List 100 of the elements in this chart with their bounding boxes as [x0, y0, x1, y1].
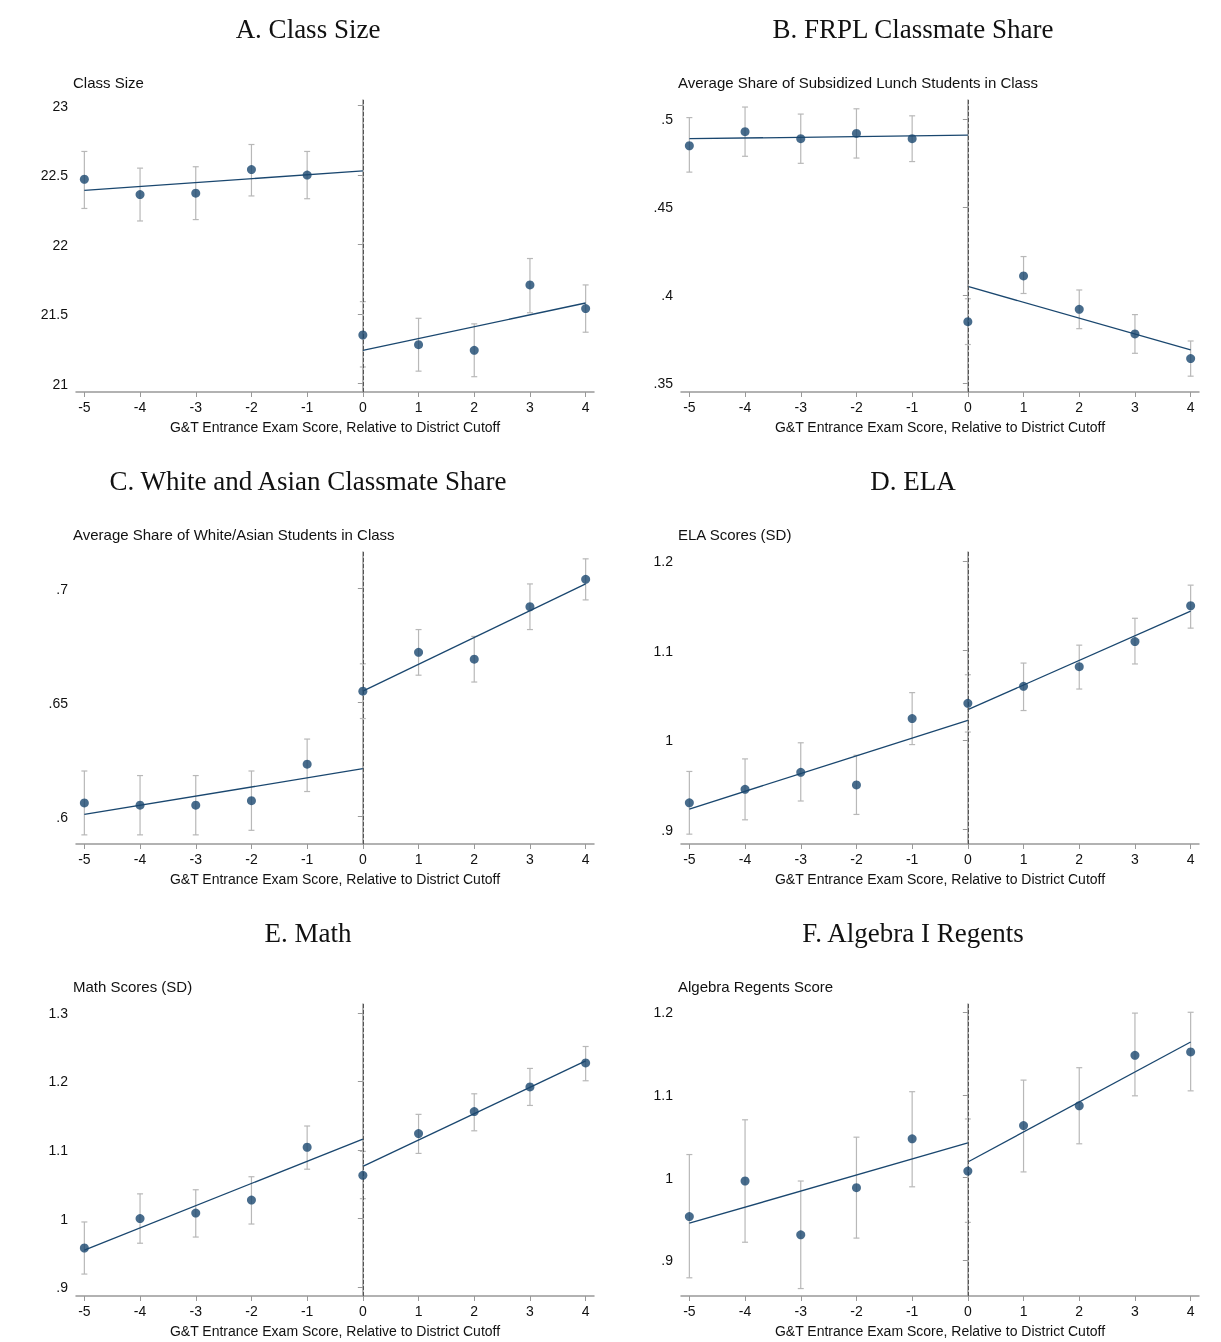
x-tick-label: -5: [683, 851, 696, 867]
point: [740, 127, 750, 137]
point: [525, 280, 535, 290]
point: [1074, 1101, 1084, 1111]
point: [79, 798, 89, 808]
x-tick-label: -3: [794, 1303, 808, 1319]
x-tick-label: 0: [963, 1303, 972, 1319]
y-tick-label: 1: [665, 732, 674, 749]
x-tick-label: 0: [358, 399, 367, 415]
x-tick-label: 4: [1186, 1303, 1195, 1319]
point: [414, 340, 424, 350]
point: [963, 1166, 973, 1176]
point: [796, 1230, 806, 1240]
point: [1074, 304, 1084, 314]
point: [1019, 681, 1029, 691]
point: [796, 134, 806, 144]
x-tick-label: 3: [1131, 399, 1140, 415]
point: [246, 796, 256, 806]
x-tick-label: -1: [300, 1303, 314, 1319]
point: [1130, 329, 1140, 339]
x-tick-label: 2: [470, 399, 479, 415]
x-tick-label: -2: [245, 399, 258, 415]
x-tick-label: 1: [414, 1303, 423, 1319]
y-tick-label: .9: [661, 1252, 674, 1269]
y-tick-label: 21: [52, 375, 69, 392]
x-tick-label: 4: [1186, 399, 1195, 415]
x-tick-label: -3: [794, 399, 808, 415]
point: [358, 330, 368, 340]
x-tick-label: -1: [300, 399, 314, 415]
y-tick-label: .5: [661, 111, 674, 128]
point: [358, 1170, 368, 1180]
y-tick-label: 22.5: [40, 167, 69, 184]
point: [907, 134, 917, 144]
chart-title: D. ELA: [870, 465, 957, 496]
point: [1186, 601, 1196, 611]
point: [191, 188, 201, 198]
point: [414, 647, 424, 657]
y-tick-label: 1: [665, 1169, 674, 1186]
y-tick-label: 1.1: [48, 1142, 69, 1158]
point: [581, 1058, 591, 1068]
point: [1130, 637, 1140, 647]
y-tick-label: .9: [56, 1279, 69, 1296]
x-tick-label: 1: [1019, 1303, 1028, 1319]
x-tick-label: -2: [850, 399, 863, 415]
x-axis-title: G&T Entrance Exam Score, Relative to District Cutoff: [774, 419, 1106, 435]
y-axis-title: Math Scores (SD): [73, 978, 193, 995]
x-tick-label: 3: [1131, 1303, 1140, 1319]
x-tick-label: 1: [1019, 851, 1028, 867]
x-tick-label: -2: [850, 851, 863, 867]
x-axis-title: G&T Entrance Exam Score, Relative to District Cutoff: [169, 1323, 501, 1339]
point: [525, 1082, 535, 1092]
point: [740, 784, 750, 794]
point: [796, 767, 806, 777]
x-axis-title: G&T Entrance Exam Score, Relative to District Cutoff: [169, 871, 501, 887]
x-tick-label: -5: [78, 399, 91, 415]
x-tick-label: 0: [358, 851, 367, 867]
y-axis-title: Average Share of White/Asian Students in Class: [73, 526, 395, 543]
point: [907, 1134, 917, 1144]
point: [963, 698, 973, 708]
y-tick-label: .7: [56, 580, 69, 597]
chart-title: E. Math: [264, 917, 352, 948]
x-tick-label: 1: [1019, 399, 1028, 415]
x-tick-label: -4: [133, 399, 147, 415]
point: [1186, 354, 1196, 364]
point: [302, 1142, 312, 1152]
x-tick-label: -1: [300, 851, 314, 867]
point: [851, 128, 861, 138]
y-tick-label: 23: [52, 97, 69, 114]
x-tick-label: -5: [78, 851, 91, 867]
x-tick-label: -3: [189, 851, 203, 867]
x-tick-label: 2: [470, 1303, 479, 1319]
point: [135, 800, 145, 810]
y-tick-label: .4: [661, 287, 674, 304]
x-tick-label: 0: [358, 1303, 367, 1319]
point: [191, 800, 201, 810]
x-tick-label: -4: [738, 399, 752, 415]
x-tick-label: -4: [133, 851, 147, 867]
point: [246, 1195, 256, 1205]
x-tick-label: 3: [526, 1303, 535, 1319]
x-tick-label: 0: [963, 399, 972, 415]
point: [135, 1214, 145, 1224]
point: [302, 759, 312, 769]
y-tick-label: .35: [653, 375, 674, 392]
y-tick-label: 1.1: [653, 1086, 674, 1103]
chart-title: A. Class Size: [235, 13, 381, 44]
x-tick-label: 3: [526, 399, 535, 415]
y-axis-title: Average Share of Subsidized Lunch Students in Class: [678, 74, 1038, 91]
x-tick-label: -1: [905, 851, 919, 867]
x-axis-title: G&T Entrance Exam Score, Relative to District Cutoff: [774, 871, 1106, 887]
x-tick-label: -2: [850, 1303, 863, 1319]
point: [851, 780, 861, 790]
x-tick-label: 0: [963, 851, 972, 867]
x-tick-label: -5: [78, 1303, 91, 1319]
x-axis-title: G&T Entrance Exam Score, Relative to District Cutoff: [169, 419, 501, 435]
x-tick-label: 2: [1075, 1303, 1084, 1319]
x-tick-label: -2: [245, 1303, 258, 1319]
x-tick-label: 4: [581, 1303, 590, 1319]
y-axis-title: Algebra Regents Score: [678, 978, 834, 995]
point: [907, 714, 917, 724]
y-tick-label: 1.2: [653, 1004, 674, 1021]
